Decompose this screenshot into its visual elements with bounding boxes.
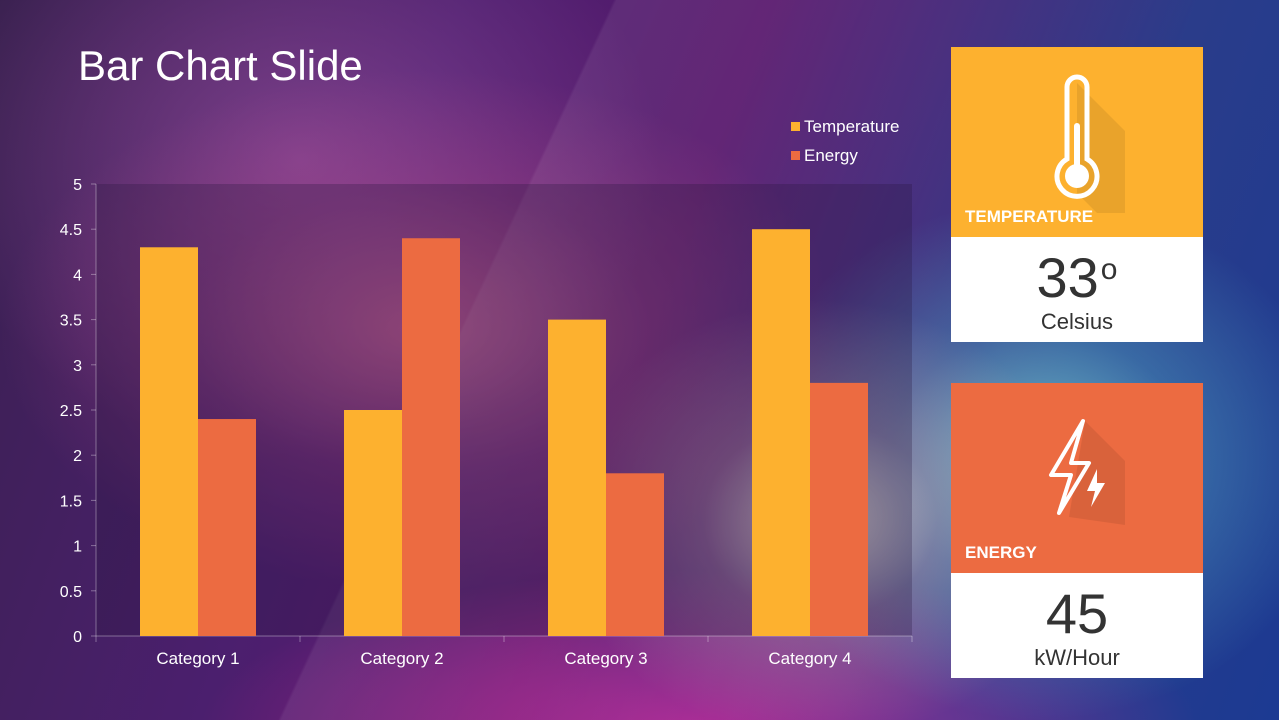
y-tick-label: 3.5 <box>60 313 82 330</box>
bar-temperature-4 <box>752 229 810 636</box>
bar-energy-3 <box>606 473 664 636</box>
legend-label-energy: Energy <box>804 146 858 165</box>
energy-card-label: ENERGY <box>965 543 1037 562</box>
energy-card: ENERGY 45 kW/Hour <box>951 383 1203 678</box>
energy-card-body: 45 kW/Hour <box>951 573 1203 678</box>
x-tick-label: Category 1 <box>156 649 239 668</box>
x-axis: Category 1 Category 2 Category 3 Category 4 <box>95 635 913 668</box>
energy-value: 45 <box>1045 582 1109 645</box>
slide-title: Bar Chart Slide <box>78 42 363 89</box>
energy-unit: kW/Hour <box>1034 645 1120 670</box>
y-tick-label: 2.5 <box>60 403 82 420</box>
y-tick-label: 1.5 <box>60 493 82 510</box>
y-axis: 0 0.5 1 1.5 2 2.5 3 3.5 4 4.5 5 <box>60 177 97 646</box>
bar-temperature-1 <box>140 247 198 636</box>
temperature-card-body: 33o Celsius <box>951 237 1203 342</box>
y-tick-label: 0.5 <box>60 584 82 601</box>
bar-energy-2 <box>402 238 460 637</box>
legend-label-temperature: Temperature <box>804 117 899 136</box>
y-tick-label: 4.5 <box>60 222 82 239</box>
temperature-unit: Celsius <box>1040 309 1114 334</box>
temperature-card-label: TEMPERATURE <box>965 207 1094 226</box>
y-tick-label: 2 <box>73 448 82 465</box>
lightning-icon <box>1049 419 1125 525</box>
legend-swatch-temperature <box>791 122 800 131</box>
temperature-card-header: TEMPERATURE <box>951 47 1203 237</box>
energy-card-header: ENERGY <box>951 383 1203 573</box>
bar-temperature-2 <box>344 410 402 636</box>
x-tick-label: Category 2 <box>360 649 443 668</box>
y-tick-label: 3 <box>73 358 82 375</box>
y-tick-label: 1 <box>73 539 82 556</box>
chart-legend: Temperature Energy <box>791 117 899 165</box>
y-tick-label: 4 <box>73 267 82 284</box>
legend-swatch-energy <box>791 151 800 160</box>
y-tick-label: 5 <box>73 177 82 194</box>
chart-bars <box>140 229 868 637</box>
thermometer-icon <box>1054 74 1125 213</box>
x-tick-label: Category 4 <box>768 649 851 668</box>
degree-symbol: o <box>1100 253 1118 286</box>
bar-temperature-3 <box>548 319 606 636</box>
bar-energy-4 <box>810 382 868 636</box>
x-tick-label: Category 3 <box>564 649 647 668</box>
temperature-value: 33o <box>951 237 1203 306</box>
bar-energy-1 <box>198 419 256 636</box>
y-tick-label: 0 <box>73 629 82 646</box>
temperature-number: 33 <box>1036 246 1099 309</box>
temperature-card: TEMPERATURE 33o Celsius <box>951 47 1203 342</box>
